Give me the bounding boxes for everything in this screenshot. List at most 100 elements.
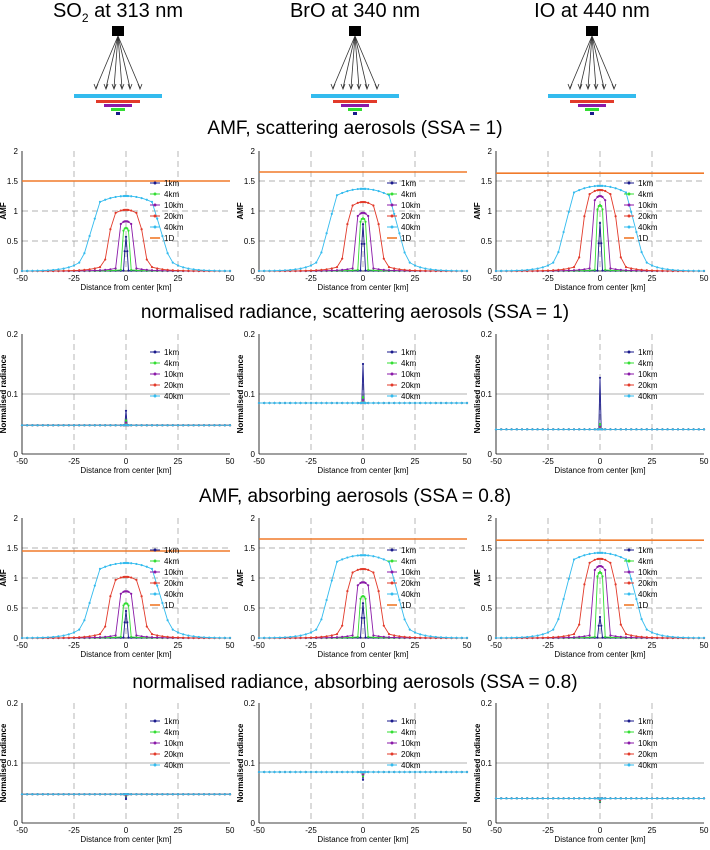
series-40km-point xyxy=(661,797,664,800)
legend-label: 1km xyxy=(638,179,653,188)
legend-marker xyxy=(390,181,394,185)
series-20km-point xyxy=(578,623,581,626)
series-40km-point xyxy=(36,636,39,639)
legend-marker xyxy=(153,730,157,734)
series-4km-point xyxy=(127,604,130,607)
y-axis-label: Normalised radiance xyxy=(0,354,8,433)
legend-marker xyxy=(390,592,394,596)
y-tick-label: 2 xyxy=(251,147,256,156)
series-40km-point xyxy=(187,793,190,796)
series-40km-point xyxy=(465,770,469,774)
series-10km-point xyxy=(609,267,612,270)
legend-marker xyxy=(390,214,394,218)
series-4km-point xyxy=(359,220,362,223)
series-40km-point xyxy=(93,793,96,796)
series-40km-point xyxy=(640,428,643,431)
x-tick-label: 25 xyxy=(411,274,420,283)
series-10km-point xyxy=(583,635,586,638)
ray-arrow-icon xyxy=(111,83,117,91)
series-20km-point xyxy=(398,635,401,638)
y-tick-label: 1 xyxy=(251,207,256,216)
series-40km-point xyxy=(299,267,302,270)
series-10km-point xyxy=(346,268,349,271)
series-20km-point xyxy=(161,268,164,271)
series-20km-point xyxy=(609,192,612,196)
series-40km-point xyxy=(614,554,617,557)
series-4km-point xyxy=(351,269,354,272)
series-40km-point xyxy=(135,424,138,427)
series-40km-point xyxy=(546,797,550,800)
series-40km-point xyxy=(294,770,297,774)
series-10km-point xyxy=(127,220,130,223)
x-tick-label: 0 xyxy=(124,826,129,835)
y-tick-label: 2 xyxy=(488,514,493,523)
legend-marker xyxy=(627,752,631,756)
series-40km-point xyxy=(494,269,498,273)
series-40km-point xyxy=(676,269,680,272)
series-40km-point xyxy=(515,428,518,431)
series-40km-point xyxy=(346,556,349,559)
legend-label: 20km xyxy=(638,750,658,759)
series-10km-point xyxy=(341,268,344,271)
series-10km-point xyxy=(98,636,102,639)
series-20km-point xyxy=(62,269,65,272)
series-20km-point xyxy=(583,215,586,218)
layer-1km xyxy=(116,112,120,115)
series-20km-point xyxy=(601,557,604,561)
legend-marker xyxy=(153,581,157,585)
series-20km-point xyxy=(557,268,560,271)
series-40km-point xyxy=(510,636,513,639)
series-40km-point xyxy=(208,424,211,427)
series-40km-point xyxy=(182,793,185,796)
ray-line xyxy=(587,35,593,89)
series-1km-point xyxy=(600,624,603,627)
series-1km-point xyxy=(126,621,129,624)
legend-marker xyxy=(153,214,157,218)
series-40km-point xyxy=(36,269,39,272)
series-40km-point xyxy=(104,424,107,427)
legend-label: 1D xyxy=(401,234,411,243)
series-10km-point xyxy=(604,199,607,202)
series-20km-point xyxy=(557,635,560,638)
series-40km-point xyxy=(26,793,29,796)
chart-svg: 0 0.5 1 1.5 2 -50 -25 0 25 50 Distance from center… xyxy=(236,514,472,659)
series-40km-point xyxy=(83,424,86,427)
series-40km-point xyxy=(697,636,700,639)
series-40km-point xyxy=(640,251,643,254)
series-40km-point xyxy=(494,636,498,640)
series-40km-point xyxy=(208,269,211,272)
legend-label: 1D xyxy=(638,234,648,243)
series-40km-point xyxy=(114,195,117,199)
series-20km-point xyxy=(341,624,344,627)
series-40km-point xyxy=(213,424,216,427)
legend-label: 20km xyxy=(401,579,421,588)
series-40km-point xyxy=(552,797,555,800)
series-40km-point xyxy=(614,428,617,431)
series-20km-point xyxy=(619,623,622,626)
ray-arrow-icon xyxy=(330,83,336,91)
series-20km-point xyxy=(382,257,385,260)
legend-marker xyxy=(390,763,394,767)
series-10km-point xyxy=(393,269,396,272)
series-40km-point xyxy=(604,428,607,431)
series-40km-point xyxy=(460,636,463,639)
x-tick-label: -25 xyxy=(542,641,554,650)
ray-line xyxy=(350,35,356,89)
series-40km-point xyxy=(614,797,617,800)
series-40km-point xyxy=(127,424,130,427)
y-tick-label: 0.2 xyxy=(7,699,19,708)
series-40km-point xyxy=(88,234,91,238)
series-40km-point xyxy=(588,797,591,800)
series-4km-point xyxy=(609,269,612,272)
series-10km-point xyxy=(387,636,391,639)
series-40km-point xyxy=(67,424,70,427)
series-40km-point xyxy=(309,401,313,405)
series-40km-point xyxy=(372,770,375,774)
series-40km-point xyxy=(382,401,385,405)
series-20km-point xyxy=(382,624,385,627)
series-20km-point xyxy=(182,269,185,272)
legend-label: 40km xyxy=(164,761,184,770)
x-tick-label: -50 xyxy=(253,641,265,650)
ray-arrow-icon xyxy=(127,83,133,91)
series-40km-point xyxy=(46,636,50,639)
